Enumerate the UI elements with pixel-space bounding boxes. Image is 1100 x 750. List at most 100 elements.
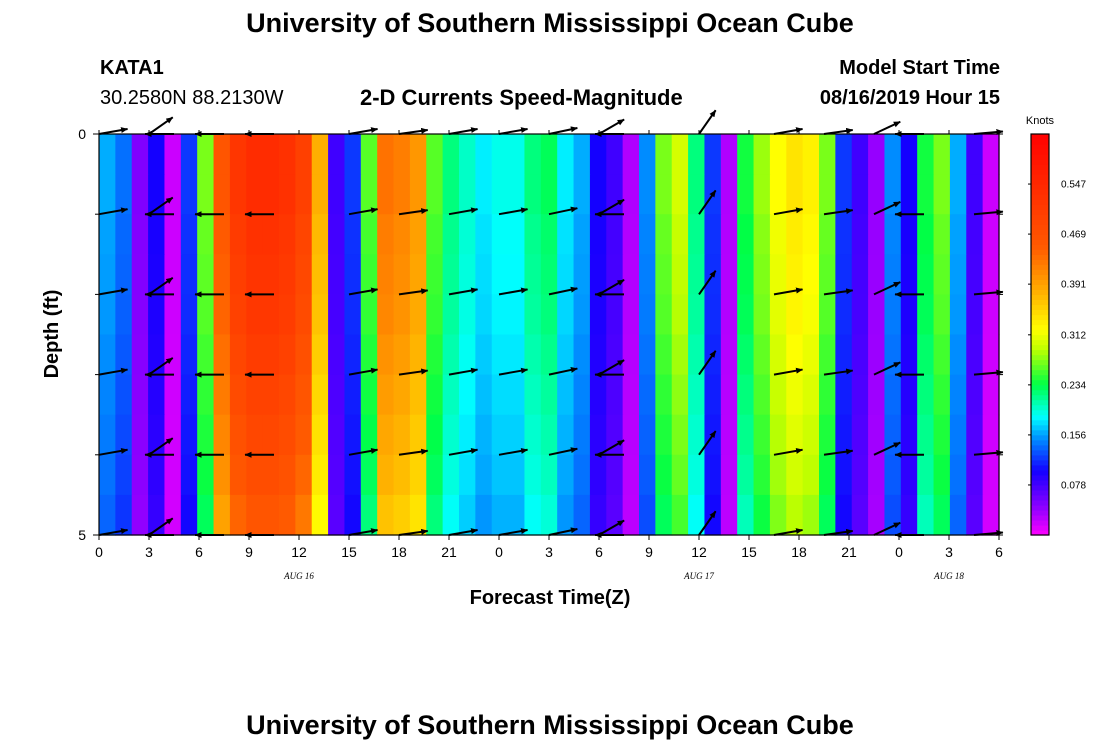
heatmap-cell (573, 214, 591, 255)
heatmap-cell (835, 174, 853, 215)
current-vector-arrow (773, 528, 804, 536)
colorbar: Knots 0.547 0.469 0.391 0.312 0.234 0.156 0.078 (1026, 115, 1086, 536)
colorbar-swatch (1031, 179, 1049, 185)
heatmap-cell (328, 334, 346, 376)
current-vector-arrow (398, 288, 429, 296)
heatmap-cell (851, 174, 869, 215)
heatmap-cell (115, 334, 133, 376)
heatmap-cell (295, 174, 313, 215)
x-tick-label: 21 (841, 544, 857, 560)
colorbar-swatch (1031, 294, 1049, 301)
heatmap-cell (377, 254, 395, 295)
heatmap-cell (295, 214, 313, 255)
heatmap-cell (802, 494, 820, 536)
heatmap-cell (900, 334, 918, 376)
heatmap-cell (426, 214, 444, 255)
heatmap-cell (131, 414, 149, 456)
heatmap-cell (622, 254, 640, 295)
heatmap-cell (279, 214, 296, 255)
colorbar-swatch (1031, 474, 1049, 481)
heatmap-cell (769, 334, 787, 376)
heatmap-cell (491, 294, 509, 336)
current-vector-arrow (148, 517, 174, 536)
current-vector-arrow (498, 367, 529, 376)
heatmap-cell (180, 134, 198, 175)
colorbar-swatch (1031, 189, 1049, 195)
heatmap-cell (197, 454, 215, 496)
x-tick-label: 12 (291, 544, 307, 560)
heatmap-cell (622, 134, 640, 175)
current-vector-arrow (598, 118, 625, 135)
current-vector-arrow (548, 527, 578, 536)
colorbar-swatch (1031, 229, 1049, 235)
heatmap-cell (737, 374, 755, 416)
heatmap-cell (835, 454, 853, 496)
heatmap-cell (540, 214, 558, 255)
heatmap-cell (966, 454, 984, 496)
heatmap-cell (131, 254, 149, 295)
heatmap-cell (442, 454, 460, 496)
heatmap-cell (655, 254, 673, 295)
colorbar-swatch (1031, 304, 1049, 311)
current-vector-arrow (973, 369, 1004, 376)
heatmap-cell (295, 414, 313, 456)
heatmap-cell (573, 334, 591, 376)
heatmap-cell (344, 134, 362, 175)
heatmap-cell (393, 254, 411, 295)
current-vector-arrow (498, 528, 529, 536)
heatmap-cell (115, 294, 133, 336)
heatmap-cell (622, 294, 640, 336)
heatmap-cell (917, 414, 935, 456)
heatmap-cell (917, 214, 935, 255)
heatmap-cell (99, 374, 116, 416)
heatmap-cell (671, 414, 689, 456)
heatmap-cell (377, 294, 395, 336)
heatmap-cell (622, 334, 640, 376)
colorbar-swatch (1031, 369, 1049, 376)
heatmap-cell (508, 214, 526, 255)
colorbar-tick-label: 0.156 (1061, 430, 1086, 441)
heatmap-cell (180, 174, 198, 215)
heatmap-cell (262, 294, 280, 336)
heatmap-cell (573, 414, 591, 456)
heatmap-cell (491, 494, 509, 536)
heatmap-cell (671, 294, 689, 336)
heatmap-cell (377, 174, 395, 215)
colorbar-swatch (1031, 284, 1049, 290)
colorbar-tick-label: 0.469 (1061, 230, 1086, 241)
current-vectors (98, 109, 1004, 538)
current-vector-arrow (698, 189, 717, 215)
heatmap-cell (442, 414, 460, 456)
heatmap-cell (622, 414, 640, 456)
heatmap-cell (115, 134, 133, 175)
heatmap-cell (279, 494, 296, 536)
heatmap-cell (557, 334, 575, 376)
current-vector-arrow (773, 367, 804, 376)
heatmap-cell (262, 494, 280, 536)
heatmap-cell (786, 294, 804, 336)
current-vector-arrow (398, 528, 429, 536)
heatmap-cell (622, 494, 640, 536)
heatmap-cell (197, 334, 215, 376)
heatmap-cell (966, 254, 984, 295)
heatmap-cell (851, 294, 869, 336)
colorbar-swatch (1031, 424, 1049, 431)
heatmap-cell (99, 174, 116, 215)
heatmap-cell (164, 374, 182, 416)
heatmap-cell (197, 134, 215, 175)
heatmap-cell (851, 374, 869, 416)
heatmap-cell (851, 254, 869, 295)
heatmap-cell (344, 334, 362, 376)
heatmap-cell (655, 294, 673, 336)
heatmap-cell (606, 374, 624, 416)
heatmap-cell (393, 294, 411, 336)
heatmap-cell (426, 254, 444, 295)
heatmap-cell (737, 254, 755, 295)
heatmap-cell (524, 214, 542, 255)
heatmap-cell (148, 494, 166, 536)
colorbar-swatch (1031, 469, 1049, 476)
heatmap-cell (540, 174, 558, 215)
heatmap-cell (884, 214, 902, 255)
heatmap-cell (540, 494, 558, 536)
heatmap-cell (475, 174, 493, 215)
